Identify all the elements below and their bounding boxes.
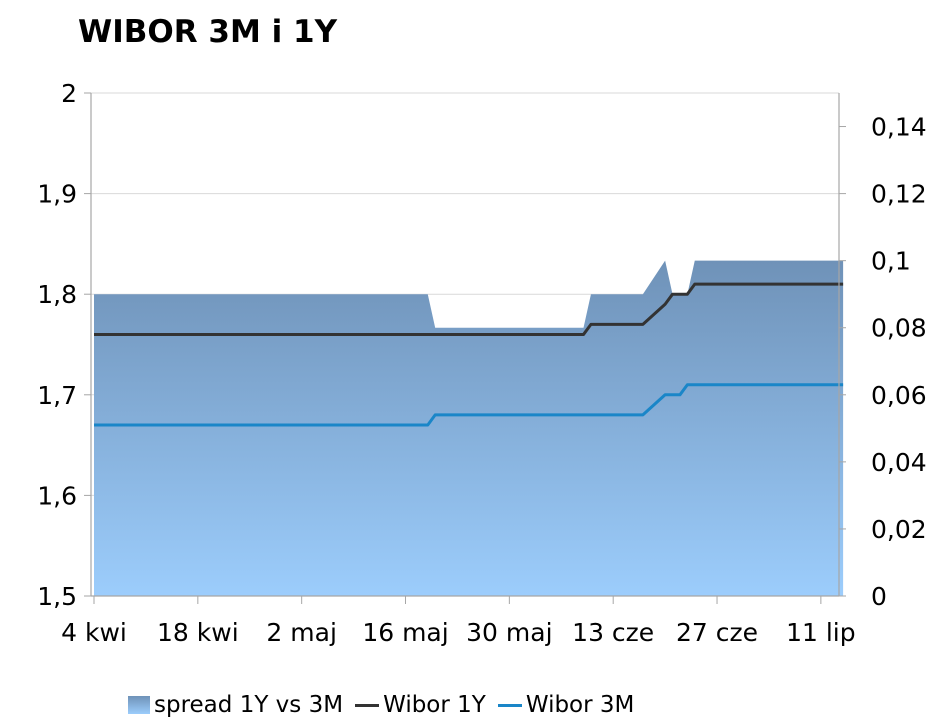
y-left-tick-label: 1,5: [37, 582, 77, 611]
legend-label-wibor-3m: Wibor 3M: [525, 692, 635, 718]
y-left-tick-label: 1,7: [37, 381, 77, 410]
y-left-tick-label: 2: [61, 79, 77, 108]
y-right-tick-label: 0,06: [871, 381, 927, 410]
y-right-tick-label: 0: [871, 582, 887, 611]
legend-label-wibor-1y: Wibor 1Y: [383, 692, 486, 718]
y-right-tick-label: 0,14: [871, 113, 927, 142]
x-tick-label: 2 maj: [266, 618, 336, 647]
chart-legend: spread 1Y vs 3M Wibor 1Y Wibor 3M: [128, 688, 646, 722]
legend-label-spread: spread 1Y vs 3M: [154, 692, 344, 718]
x-tick-label: 11 lip: [786, 618, 856, 647]
legend-item-wibor-3m: Wibor 3M: [497, 692, 635, 718]
series-area-spread: [94, 260, 844, 596]
y-right-tick-label: 0,04: [871, 448, 927, 477]
x-tick-label: 27 cze: [676, 618, 758, 647]
series-line-wibor-3m: [94, 383, 844, 427]
y-right-tick-label: 0,08: [871, 314, 927, 343]
y-left-tick-label: 1,9: [37, 180, 77, 209]
y-right-tick-label: 0,02: [871, 515, 927, 544]
legend-item-spread: spread 1Y vs 3M: [128, 692, 343, 718]
x-tick-label: 30 maj: [466, 618, 552, 647]
x-tick-label: 4 kwi: [61, 618, 127, 647]
legend-swatch-wibor-1y: [355, 703, 380, 707]
x-tick-label: 18 kwi: [157, 618, 239, 647]
y-left-tick-label: 1,6: [37, 481, 77, 510]
legend-swatch-spread: [128, 696, 150, 714]
legend-swatch-wibor-3m: [497, 703, 522, 707]
legend-item-wibor-1y: Wibor 1Y: [355, 692, 486, 718]
x-tick-label: 16 maj: [362, 618, 448, 647]
x-tick-label: 13 cze: [572, 618, 654, 647]
y-left-tick-label: 1,8: [37, 280, 77, 309]
chart-title: WIBOR 3M i 1Y: [78, 14, 338, 50]
y-right-tick-label: 0,12: [871, 180, 927, 209]
y-right-tick-label: 0,1: [871, 247, 911, 276]
series-line-wibor-1y: [94, 282, 844, 336]
